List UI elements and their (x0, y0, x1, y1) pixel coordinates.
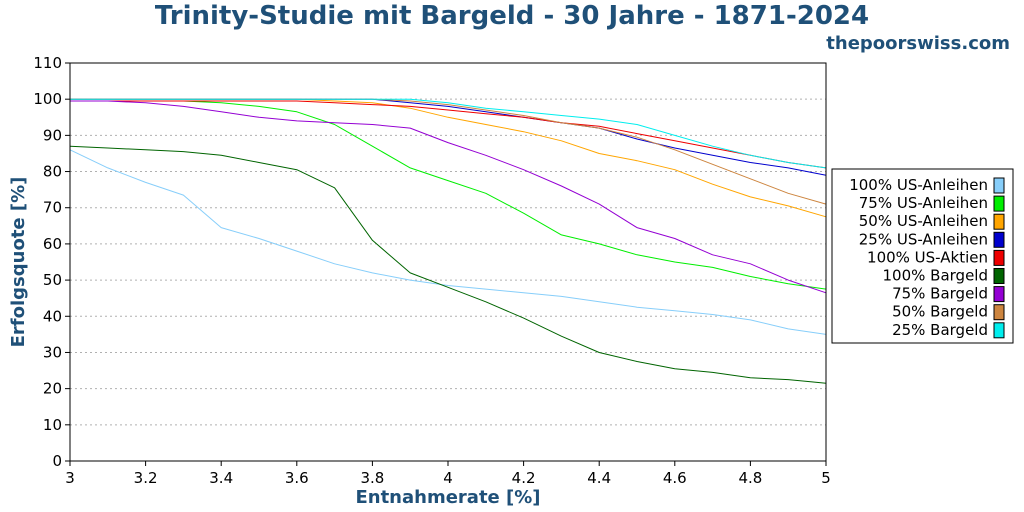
y-tick-label: 0 (52, 452, 62, 470)
legend-label: 75% US-Anleihen (859, 194, 988, 212)
legend-label: 25% Bargeld (892, 321, 988, 339)
legend-label: 50% US-Anleihen (859, 212, 988, 230)
legend-swatch (993, 268, 1005, 284)
legend-label: 100% Bargeld (883, 267, 988, 285)
y-tick-label: 90 (43, 126, 62, 144)
y-tick-label: 100 (33, 90, 62, 108)
x-tick-label: 4.4 (587, 469, 611, 487)
y-tick-label: 70 (43, 199, 62, 217)
legend-swatch (993, 195, 1005, 212)
legend-label: 100% US-Aktien (867, 248, 988, 266)
series-line-75pct-us-anleihen (70, 100, 827, 290)
legend-swatch (993, 286, 1005, 303)
y-tick-label: 10 (43, 416, 62, 434)
legend-swatch (993, 304, 1005, 321)
x-tick-label: 4.8 (738, 469, 762, 487)
series-line-100pct-us-aktien (70, 100, 827, 169)
x-tick-label: 3.8 (360, 469, 384, 487)
y-tick-label: 80 (43, 163, 62, 181)
legend-swatch (993, 322, 1005, 339)
legend-frame (831, 168, 1014, 344)
legend-swatch (993, 231, 1005, 248)
legend-label: 75% Bargeld (892, 285, 988, 303)
y-tick-label: 20 (43, 380, 62, 398)
legend-label: 50% Bargeld (892, 303, 988, 321)
plot-frame (69, 62, 827, 462)
chart-title: Trinity-Studie mit Bargeld - 30 Jahre - … (154, 1, 870, 31)
x-tick-label: 4 (443, 469, 453, 487)
x-tick-label: 3.2 (134, 469, 158, 487)
site-label: thepoorswiss.com (826, 33, 1010, 54)
y-axis-title: Erfolgsquote [%] (8, 177, 29, 348)
tick-layer: 0 10 20 30 40 50 60 70 80 90 100 110 3 3.2 3.4 3.6 3.8 4 4… (33, 54, 830, 487)
series-layer (69, 98, 827, 384)
series-line-100pct-bargeld (69, 145, 827, 384)
legend-swatch (993, 213, 1005, 230)
x-axis-title: Entnahmerate [%] (355, 487, 540, 508)
legend-swatch (993, 249, 1005, 266)
y-tick-label: 40 (43, 307, 62, 325)
series-line-50pct-us-anleihen (70, 98, 827, 218)
x-tick-label: 3.6 (285, 469, 309, 487)
series-line-25pct-bargeld (70, 98, 827, 169)
series-line-75pct-bargeld (70, 100, 827, 294)
x-tick-label: 4.6 (663, 469, 687, 487)
legend-swatch (993, 177, 1005, 194)
x-tick-label: 3 (65, 469, 75, 487)
x-tick-label: 3.4 (209, 469, 233, 487)
y-tick-label: 50 (43, 271, 62, 289)
x-tick-label: 5 (821, 469, 831, 487)
series-line-100pct-us-anleihen (69, 149, 827, 335)
x-tick-label: 4.2 (512, 469, 536, 487)
legend-label: 25% US-Anleihen (859, 230, 988, 248)
y-tick-label: 30 (43, 343, 62, 361)
legend-label: 100% US-Anleihen (849, 176, 988, 194)
y-tick-label: 60 (43, 235, 62, 253)
y-tick-label: 110 (33, 54, 62, 72)
